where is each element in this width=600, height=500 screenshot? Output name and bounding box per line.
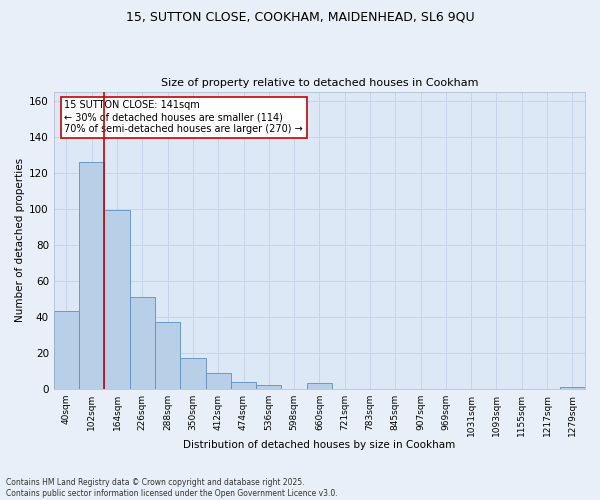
Bar <box>54 312 79 389</box>
Bar <box>206 372 231 389</box>
Bar <box>231 382 256 389</box>
Bar <box>79 162 104 389</box>
Bar <box>256 385 281 389</box>
Title: Size of property relative to detached houses in Cookham: Size of property relative to detached ho… <box>161 78 478 88</box>
Text: Contains HM Land Registry data © Crown copyright and database right 2025.
Contai: Contains HM Land Registry data © Crown c… <box>6 478 338 498</box>
Text: 15, SUTTON CLOSE, COOKHAM, MAIDENHEAD, SL6 9QU: 15, SUTTON CLOSE, COOKHAM, MAIDENHEAD, S… <box>125 10 475 23</box>
Y-axis label: Number of detached properties: Number of detached properties <box>15 158 25 322</box>
Bar <box>560 387 585 389</box>
Bar <box>180 358 206 389</box>
Text: 15 SUTTON CLOSE: 141sqm
← 30% of detached houses are smaller (114)
70% of semi-d: 15 SUTTON CLOSE: 141sqm ← 30% of detache… <box>64 100 303 134</box>
Bar <box>307 384 332 389</box>
Bar <box>104 210 130 389</box>
X-axis label: Distribution of detached houses by size in Cookham: Distribution of detached houses by size … <box>183 440 455 450</box>
Bar <box>130 297 155 389</box>
Bar <box>155 322 180 389</box>
